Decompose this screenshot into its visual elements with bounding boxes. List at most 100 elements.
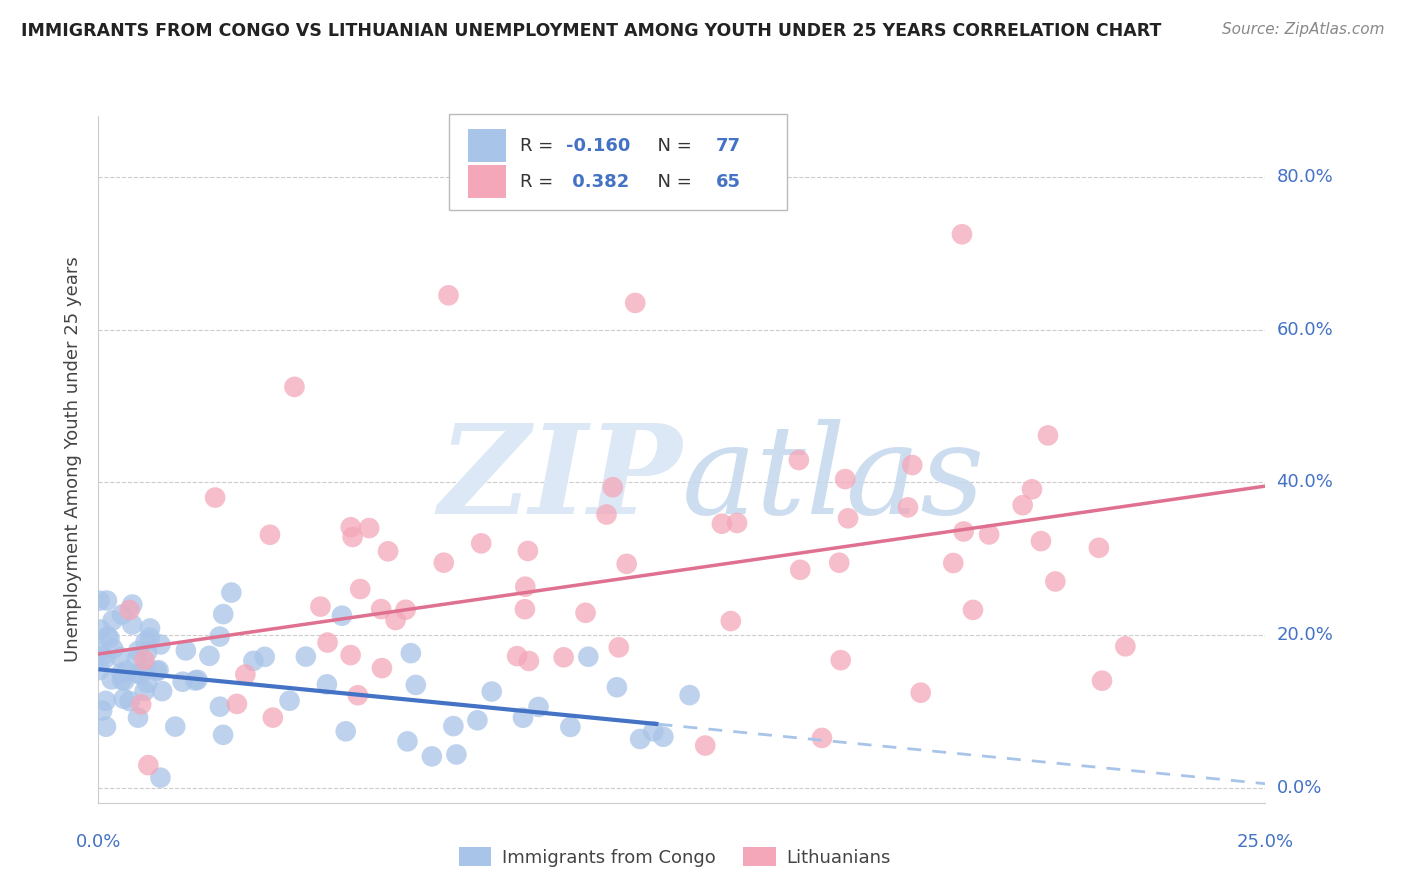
Point xyxy=(576,649,599,664)
Text: 0.0%: 0.0% xyxy=(76,833,121,851)
Point xyxy=(1011,498,1033,512)
Point xyxy=(628,731,651,746)
Point xyxy=(149,771,172,785)
Text: 60.0%: 60.0% xyxy=(1277,320,1333,339)
Point xyxy=(830,653,852,667)
Point xyxy=(121,598,143,612)
Point xyxy=(111,607,134,622)
Point xyxy=(127,711,149,725)
Point xyxy=(1036,428,1059,442)
Point xyxy=(134,653,156,667)
Point xyxy=(1088,541,1111,555)
Point xyxy=(242,654,264,668)
Point xyxy=(942,556,965,570)
Point xyxy=(89,593,111,607)
Point xyxy=(1091,673,1114,688)
Point xyxy=(184,673,207,688)
Point xyxy=(91,648,114,663)
Point xyxy=(89,623,111,637)
Text: 80.0%: 80.0% xyxy=(1277,168,1333,186)
Point xyxy=(377,544,399,558)
Point xyxy=(527,700,550,714)
Point xyxy=(789,563,811,577)
Point xyxy=(115,664,138,678)
Point xyxy=(208,630,231,644)
Point xyxy=(134,684,156,698)
Point xyxy=(89,663,111,677)
Point xyxy=(97,629,120,643)
Point xyxy=(446,747,468,762)
Text: N =: N = xyxy=(645,136,697,155)
Bar xyxy=(468,165,506,198)
Point xyxy=(339,520,361,534)
Point xyxy=(135,634,157,648)
Point xyxy=(278,694,301,708)
Point xyxy=(513,602,536,616)
Point xyxy=(370,602,392,616)
Point xyxy=(437,288,460,302)
Point xyxy=(96,593,118,607)
Point xyxy=(253,649,276,664)
Point xyxy=(481,684,503,698)
Text: 25.0%: 25.0% xyxy=(1237,833,1294,851)
Point xyxy=(678,688,700,702)
Text: 77: 77 xyxy=(716,136,741,155)
Point xyxy=(186,673,208,687)
Point xyxy=(335,724,357,739)
Point xyxy=(828,556,851,570)
Text: 0.0%: 0.0% xyxy=(1277,779,1322,797)
Point xyxy=(910,686,932,700)
Point xyxy=(595,508,617,522)
Point xyxy=(235,667,257,681)
Point xyxy=(136,758,159,772)
Y-axis label: Unemployment Among Youth under 25 years: Unemployment Among Youth under 25 years xyxy=(65,257,83,662)
Point xyxy=(1045,574,1067,589)
Point xyxy=(342,530,364,544)
Point xyxy=(516,544,538,558)
Point xyxy=(624,296,647,310)
Point xyxy=(127,644,149,658)
Point xyxy=(652,730,675,744)
Point xyxy=(226,697,249,711)
Point xyxy=(165,720,187,734)
Point xyxy=(121,617,143,632)
Point xyxy=(146,664,169,678)
Point xyxy=(433,556,456,570)
Point xyxy=(359,521,381,535)
Point xyxy=(87,645,110,659)
Point xyxy=(811,731,834,745)
Point xyxy=(394,603,416,617)
Point xyxy=(112,691,135,706)
Text: atlas: atlas xyxy=(682,419,986,541)
Point xyxy=(94,694,117,708)
Point xyxy=(349,582,371,596)
Point xyxy=(101,614,124,628)
Point xyxy=(834,472,856,486)
Point xyxy=(150,684,173,698)
Text: 20.0%: 20.0% xyxy=(1277,626,1333,644)
Point xyxy=(208,699,231,714)
Point xyxy=(396,734,419,748)
Text: N =: N = xyxy=(645,173,697,191)
Point xyxy=(515,580,537,594)
Point xyxy=(125,653,148,667)
Point xyxy=(607,640,630,655)
Point xyxy=(149,638,172,652)
Point xyxy=(100,673,122,687)
Point xyxy=(725,516,748,530)
Point xyxy=(101,641,124,656)
Point xyxy=(897,500,920,515)
Point xyxy=(787,453,810,467)
Point xyxy=(405,678,427,692)
Point xyxy=(118,694,141,708)
Point xyxy=(136,645,159,659)
Point xyxy=(420,749,443,764)
Point xyxy=(560,720,582,734)
Point xyxy=(710,516,733,531)
Point xyxy=(127,666,149,681)
Point xyxy=(371,661,394,675)
Point xyxy=(139,622,162,636)
Point xyxy=(384,613,406,627)
Point xyxy=(112,673,135,688)
Point xyxy=(517,654,540,668)
